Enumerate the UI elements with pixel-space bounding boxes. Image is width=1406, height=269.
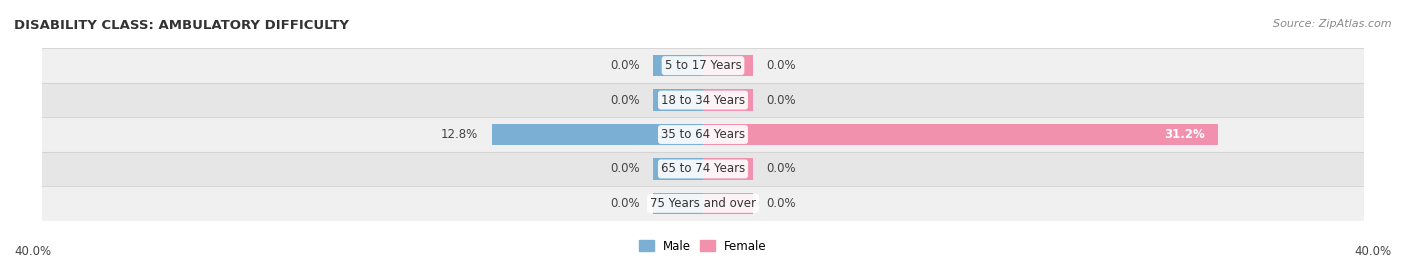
Bar <box>703 158 752 180</box>
Bar <box>654 55 703 76</box>
Text: DISABILITY CLASS: AMBULATORY DIFFICULTY: DISABILITY CLASS: AMBULATORY DIFFICULTY <box>14 19 349 32</box>
Bar <box>703 193 752 214</box>
Bar <box>703 124 1219 145</box>
Text: 0.0%: 0.0% <box>766 59 796 72</box>
Text: 75 Years and over: 75 Years and over <box>650 197 756 210</box>
Text: 0.0%: 0.0% <box>610 59 640 72</box>
Text: 0.0%: 0.0% <box>610 94 640 107</box>
Text: 5 to 17 Years: 5 to 17 Years <box>665 59 741 72</box>
Bar <box>42 117 1364 152</box>
Text: 0.0%: 0.0% <box>766 197 796 210</box>
Bar <box>654 158 703 180</box>
Bar <box>42 152 1364 186</box>
Text: 0.0%: 0.0% <box>610 162 640 175</box>
Text: 12.8%: 12.8% <box>441 128 478 141</box>
Text: 0.0%: 0.0% <box>766 94 796 107</box>
Text: 18 to 34 Years: 18 to 34 Years <box>661 94 745 107</box>
Text: 40.0%: 40.0% <box>14 245 51 258</box>
Bar <box>654 89 703 111</box>
Bar <box>492 124 703 145</box>
Text: 40.0%: 40.0% <box>1355 245 1392 258</box>
Bar <box>703 89 752 111</box>
Text: 0.0%: 0.0% <box>766 162 796 175</box>
Bar <box>42 186 1364 221</box>
Text: Source: ZipAtlas.com: Source: ZipAtlas.com <box>1274 19 1392 29</box>
Text: 65 to 74 Years: 65 to 74 Years <box>661 162 745 175</box>
Legend: Male, Female: Male, Female <box>640 240 766 253</box>
Text: 0.0%: 0.0% <box>610 197 640 210</box>
Text: 35 to 64 Years: 35 to 64 Years <box>661 128 745 141</box>
Bar <box>703 55 752 76</box>
Bar <box>42 48 1364 83</box>
Text: 31.2%: 31.2% <box>1164 128 1205 141</box>
Bar <box>42 83 1364 117</box>
Bar <box>654 193 703 214</box>
